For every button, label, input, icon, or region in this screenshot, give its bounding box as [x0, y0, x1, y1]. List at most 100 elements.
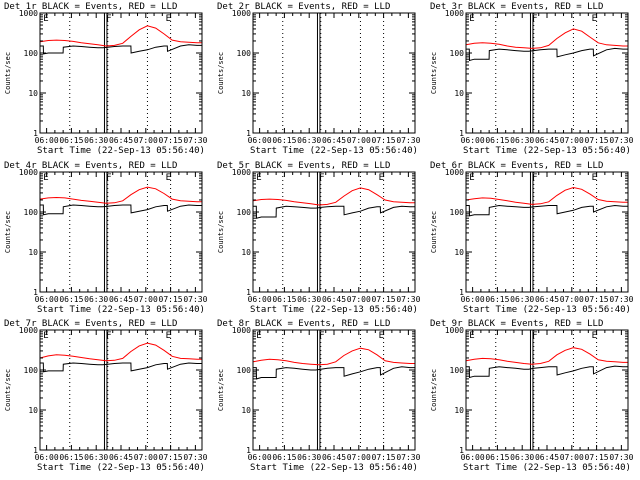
- x-tick-label: 07:00: [134, 136, 158, 145]
- y-tick-label: 100: [24, 366, 39, 375]
- x-tick-label: 06:15: [272, 453, 296, 462]
- y-tick-label: 1: [246, 288, 251, 297]
- flag-label: E: [43, 331, 48, 341]
- y-tick-label: 1: [246, 446, 251, 455]
- flag-label: F: [319, 331, 324, 341]
- x-tick-label: 07:00: [560, 295, 584, 304]
- x-tick-label: 07:30: [396, 295, 420, 304]
- x-axis-label: Start Time (22-Sep-13 05:56:40): [250, 305, 418, 315]
- plot-title: Det 8r BLACK = Events, RED = LLD: [217, 319, 390, 329]
- flag-label: F: [532, 173, 537, 183]
- x-axis-label: Start Time (22-Sep-13 05:56:40): [250, 146, 418, 156]
- x-axis-label: Start Time (22-Sep-13 05:56:40): [463, 463, 631, 473]
- y-tick-label: 1000: [232, 326, 251, 335]
- y-tick-label: 1000: [445, 9, 464, 18]
- plot-title: Det 3r BLACK = Events, RED = LLD: [430, 2, 603, 12]
- plot-panel-1: Det 1r BLACK = Events, RED = LLD E F E 1 10 10…: [4, 2, 208, 156]
- x-tick-label: 07:30: [396, 453, 420, 462]
- flag-label: E: [166, 14, 171, 24]
- flag-label: E: [256, 331, 261, 341]
- plot-title: Det 2r BLACK = Events, RED = LLD: [217, 2, 390, 12]
- events-series-line: [40, 204, 202, 216]
- x-tick-label: 06:30: [84, 453, 108, 462]
- y-tick-label: 1: [33, 446, 38, 455]
- x-tick-label: 07:15: [372, 453, 396, 462]
- y-axis-label: Counts/sec: [430, 369, 438, 411]
- x-tick-label: 06:00: [35, 453, 59, 462]
- x-tick-label: 07:00: [560, 453, 584, 462]
- x-tick-label: 07:00: [347, 295, 371, 304]
- x-tick-label: 06:00: [248, 136, 272, 145]
- x-tick-label: 07:00: [347, 136, 371, 145]
- y-tick-label: 100: [237, 366, 252, 375]
- events-series-line: [40, 44, 202, 55]
- x-tick-label: 06:15: [59, 136, 83, 145]
- flag-label: F: [106, 14, 111, 24]
- y-axis-label: Counts/sec: [4, 369, 12, 411]
- x-tick-label: 06:00: [248, 453, 272, 462]
- y-tick-label: 10: [28, 89, 38, 98]
- flag-label: E: [469, 14, 474, 24]
- lld-series-line: [465, 347, 628, 365]
- y-tick-label: 1000: [232, 168, 251, 177]
- plot-panel-5: Det 5r BLACK = Events, RED = LLD E F E 1 10 10…: [217, 161, 421, 315]
- plot-title: Det 5r BLACK = Events, RED = LLD: [217, 161, 390, 171]
- plot-title: Det 6r BLACK = Events, RED = LLD: [430, 161, 603, 171]
- y-tick-label: 1000: [19, 326, 38, 335]
- x-tick-label: 07:15: [585, 136, 609, 145]
- flag-label: F: [106, 331, 111, 341]
- x-tick-label: 06:30: [297, 136, 321, 145]
- flag-label: E: [592, 14, 597, 24]
- plot-panel-7: Det 7r BLACK = Events, RED = LLD E F E 1 10 10…: [4, 319, 208, 473]
- x-tick-label: 07:30: [183, 295, 207, 304]
- x-tick-label: 07:15: [372, 136, 396, 145]
- lld-series-line: [465, 186, 628, 205]
- flag-label: E: [379, 331, 384, 341]
- x-tick-label: 06:00: [35, 136, 59, 145]
- x-tick-label: 07:15: [585, 295, 609, 304]
- y-tick-label: 1: [459, 446, 464, 455]
- y-axis-label: Counts/sec: [217, 211, 225, 253]
- y-tick-label: 1000: [19, 168, 38, 177]
- lld-series-line: [252, 347, 415, 366]
- x-tick-label: 06:45: [535, 453, 559, 462]
- flag-label: E: [469, 331, 474, 341]
- y-tick-label: 1: [33, 129, 38, 138]
- y-tick-label: 10: [241, 89, 251, 98]
- y-tick-label: 100: [450, 366, 465, 375]
- y-tick-label: 10: [241, 248, 251, 257]
- y-tick-label: 100: [24, 49, 39, 58]
- flag-label: E: [592, 331, 597, 341]
- flag-label: F: [106, 173, 111, 183]
- x-tick-label: 06:00: [461, 295, 485, 304]
- x-tick-label: 07:00: [560, 136, 584, 145]
- x-tick-label: 07:30: [609, 295, 633, 304]
- x-tick-label: 06:45: [109, 295, 133, 304]
- x-tick-label: 06:00: [461, 453, 485, 462]
- flag-label: E: [592, 173, 597, 183]
- flag-label: E: [43, 173, 48, 183]
- flag-label: E: [379, 173, 384, 183]
- x-axis-label: Start Time (22-Sep-13 05:56:40): [37, 146, 205, 156]
- events-series-line: [253, 205, 415, 219]
- lld-series-line: [39, 342, 202, 362]
- events-series-line: [466, 47, 628, 62]
- plot-title: Det 9r BLACK = Events, RED = LLD: [430, 319, 603, 329]
- x-axis-label: Start Time (22-Sep-13 05:56:40): [463, 146, 631, 156]
- x-tick-label: 07:30: [183, 453, 207, 462]
- x-tick-label: 06:45: [109, 453, 133, 462]
- x-tick-label: 06:45: [322, 295, 346, 304]
- y-axis-label: Counts/sec: [4, 52, 12, 94]
- x-tick-label: 06:00: [248, 295, 272, 304]
- flag-label: E: [166, 173, 171, 183]
- y-axis-label: Counts/sec: [4, 211, 12, 253]
- y-tick-label: 100: [450, 49, 465, 58]
- y-tick-label: 1: [459, 288, 464, 297]
- x-tick-label: 07:30: [396, 136, 420, 145]
- y-tick-label: 10: [28, 406, 38, 415]
- x-axis-label: Start Time (22-Sep-13 05:56:40): [463, 305, 631, 315]
- y-axis-label: Counts/sec: [430, 211, 438, 253]
- flag-label: F: [532, 331, 537, 341]
- x-tick-label: 06:15: [485, 453, 509, 462]
